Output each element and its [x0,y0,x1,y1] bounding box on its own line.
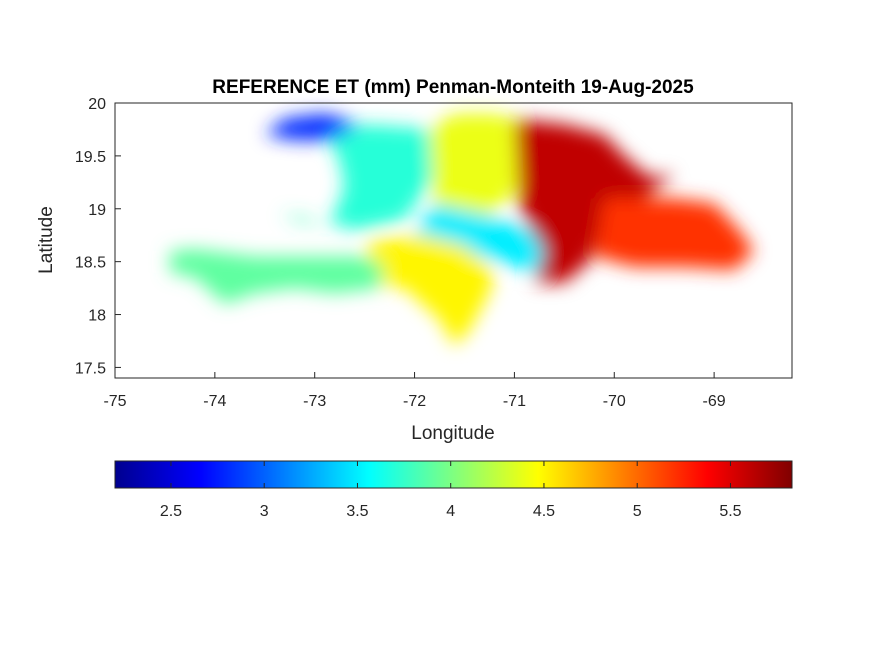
et-region-3 [414,203,565,273]
colorbar-tick-label: 3.5 [346,503,368,520]
x-tick-label: -72 [403,393,426,410]
y-tick-label: 20 [88,96,106,113]
et-regions [169,113,755,347]
colorbar-tick-label: 5.5 [719,503,741,520]
chart-title: REFERENCE ET (mm) Penman-Monteith 19-Aug… [212,77,694,98]
colorbar-tick-label: 2.5 [160,503,182,520]
colorbar-tick-label: 4.5 [533,503,555,520]
et-region-0 [264,113,360,140]
colorbar [114,460,793,489]
x-tick-label: -74 [203,393,226,410]
et-region-7 [169,249,385,304]
et-region-6 [364,235,495,347]
colorbar-tick-label: 3 [260,503,269,520]
x-tick-label: -75 [103,393,126,410]
x-axis-label: Longitude [411,423,494,444]
x-tick-label: -70 [603,393,626,410]
y-axis-label: Latitude [36,206,57,274]
et-region-8 [279,214,325,225]
y-tick-label: 17.5 [75,360,106,377]
colorbar-ticks: 2.5 3 3.5 4 4.5 5 5.5 [160,461,742,520]
x-tick-label: -73 [303,393,326,410]
y-tick-label: 18.5 [75,255,106,272]
x-tick-label: -69 [703,393,726,410]
colorbar-tick-label: 5 [633,503,642,520]
et-region-1 [329,124,435,230]
x-tick-label: -71 [503,393,526,410]
et-region-2 [429,113,520,220]
y-tick-label: 19 [88,202,106,219]
et-region-4 [514,118,675,283]
colorbar-tick-label: 4 [446,503,455,520]
y-tick-label: 19.5 [75,149,106,166]
y-axis-ticks: 17.5 18 18.5 19 19.5 20 [75,96,121,377]
y-tick-label: 18 [88,308,106,325]
et-region-5 [594,198,755,271]
plot-area-frame [114,102,793,379]
x-axis-ticks: -75 -74 -73 -72 -71 -70 -69 [103,372,726,410]
